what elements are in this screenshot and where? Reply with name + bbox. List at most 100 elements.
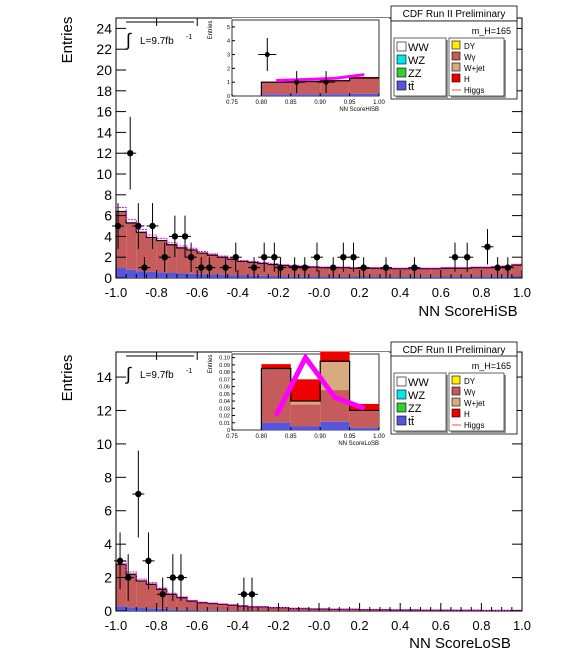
bin-background — [136, 580, 147, 608]
legend-swatch — [396, 389, 407, 400]
legend-swatch — [396, 376, 407, 387]
legend-label: tt̄ — [408, 416, 414, 428]
data-point — [240, 591, 248, 598]
y-tick-label: 4 — [104, 536, 112, 552]
inset-y-tick-label: 1 — [227, 80, 230, 86]
x-tick-label: -0.8 — [145, 618, 167, 633]
bin-ttbar — [166, 609, 177, 611]
legend-label: W+jet — [464, 399, 485, 408]
legend-label: H — [464, 75, 470, 84]
bin-background — [410, 268, 421, 277]
bin-ttbar — [237, 275, 248, 278]
inset-bin-ttbar — [261, 94, 291, 96]
legend-swatch — [451, 386, 461, 396]
y-tick-label: 6 — [104, 503, 112, 519]
bin-background — [379, 268, 391, 277]
bin-ttbar — [461, 276, 472, 278]
inset-x-axis-label: NN ScoreHiSB — [339, 107, 379, 113]
bin-ttbar — [390, 276, 401, 278]
legend-label: H — [464, 410, 470, 419]
data-point — [484, 243, 491, 250]
y-tick-label: 2 — [104, 570, 112, 586]
mass-label: m_H=165 — [472, 26, 511, 36]
bin-ttbar — [217, 610, 228, 611]
lumi-exponent: -1 — [186, 368, 192, 375]
bin-ttbar — [146, 271, 157, 278]
bin-background — [217, 604, 228, 611]
bin-ttbar — [176, 273, 188, 278]
bin-background — [511, 265, 522, 277]
data-point — [463, 254, 471, 261]
inset-background — [232, 18, 389, 116]
bin-ttbar — [156, 608, 167, 611]
bin-ttbar — [237, 610, 248, 611]
y-tick-label: 2 — [104, 249, 112, 265]
legend-label: WZ — [408, 55, 425, 67]
bin-ttbar — [126, 607, 137, 611]
bin-background — [450, 268, 462, 277]
bin-ttbar — [349, 276, 360, 278]
data-point — [313, 254, 321, 261]
legend-swatch — [396, 402, 407, 413]
x-axis-label: NN ScoreLoSB — [409, 635, 511, 652]
bin-ttbar — [440, 276, 451, 278]
x-tick-label: -0.6 — [186, 285, 208, 300]
x-tick-label: -1.0 — [105, 618, 127, 633]
bin-background — [501, 266, 512, 277]
inset-y-tick-label: 0.02 — [219, 414, 230, 420]
inset-y-axis-label: Entries — [208, 21, 214, 40]
data-point — [248, 591, 256, 598]
legend-swatch — [396, 67, 407, 78]
bin-background — [339, 609, 350, 611]
bin-ttbar — [187, 273, 198, 278]
bin-background — [349, 609, 360, 611]
inset-y-tick-label: 2 — [227, 66, 230, 72]
bin-ttbar — [217, 274, 228, 278]
bin-background — [237, 605, 248, 611]
bin-ttbar — [339, 276, 350, 278]
inset-x-tick-label: 0.75 — [226, 434, 238, 440]
inset-x-tick-label: 0.90 — [314, 434, 326, 440]
x-tick-label: 0.8 — [472, 285, 490, 300]
legend-swatch — [451, 397, 461, 407]
data-point — [159, 591, 166, 598]
data-point — [411, 264, 418, 271]
data-point — [382, 264, 390, 271]
bin-ttbar — [268, 275, 279, 278]
legend-swatch — [451, 51, 461, 61]
bin-ttbar — [227, 275, 238, 278]
bin-background — [156, 589, 167, 609]
bin-ttbar — [136, 271, 147, 278]
x-tick-label: 0.4 — [391, 285, 409, 300]
data-point — [187, 254, 195, 261]
inset-y-tick-label: 3 — [227, 53, 230, 59]
legend-label: W+jet — [464, 64, 485, 73]
inset-bin-background — [290, 401, 321, 427]
bin-background — [146, 584, 157, 609]
bin-background — [227, 605, 238, 611]
bin-background — [461, 268, 472, 277]
data-point — [330, 264, 337, 271]
data-point — [177, 574, 185, 581]
inset-x-tick-label: 0.75 — [226, 100, 238, 106]
bin-ttbar — [197, 274, 208, 278]
signal-line — [116, 560, 522, 611]
x-tick-label: -0.8 — [145, 285, 167, 300]
bin-background — [339, 267, 350, 277]
inset-bin-wjet — [290, 401, 321, 405]
x-tick-label: -1.0 — [105, 285, 127, 300]
bin-ttbar — [359, 276, 370, 278]
y-tick-label: 16 — [96, 104, 112, 120]
legend-label: Higgs — [464, 86, 484, 95]
data-point — [206, 264, 213, 271]
inset-bin-ttbar — [290, 426, 321, 430]
y-tick-label: 14 — [96, 124, 112, 140]
legend-label: ZZ — [408, 403, 422, 415]
x-axis-label: NN ScoreHiSB — [418, 303, 517, 320]
inset-y-tick-label: 0 — [227, 428, 230, 434]
bin-background — [319, 608, 330, 611]
legend-swatch — [396, 41, 407, 52]
y-tick-label: 4 — [104, 228, 112, 244]
bin-ttbar — [187, 609, 198, 611]
inset-bin-ttbar — [320, 421, 350, 430]
